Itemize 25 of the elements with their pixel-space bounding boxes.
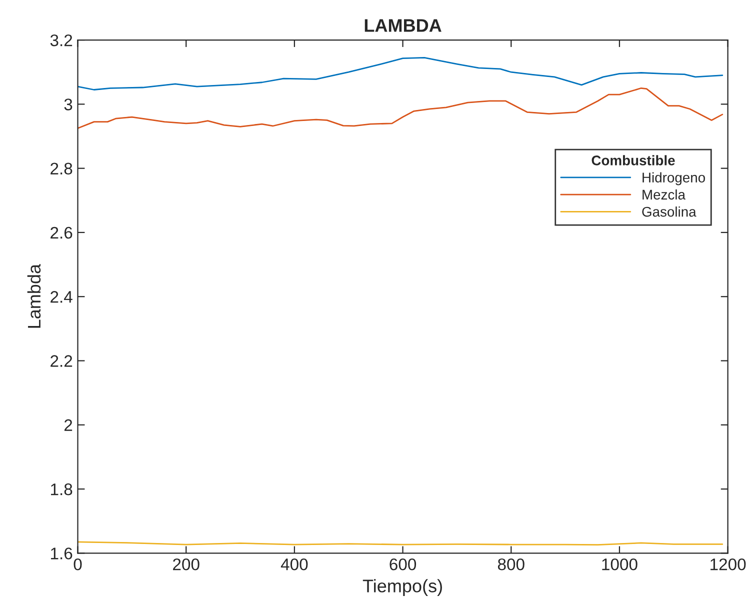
y-tick-label: 1.6	[51, 548, 72, 560]
legend-label: Gasolina	[642, 206, 696, 217]
y-tick-label: 2.8	[50, 162, 72, 175]
y-tick-label: 2.2	[50, 355, 72, 367]
y-tick-label: 2	[64, 419, 72, 431]
y-tick-label: 2.4	[50, 291, 72, 303]
legend-title: Combustible	[592, 155, 675, 166]
x-tick-label: 800	[498, 558, 524, 570]
line-series	[78, 56, 724, 90]
x-tick-label: 600	[390, 558, 416, 570]
x-tick-label: 0	[74, 558, 82, 570]
x-tick-label: 1200	[710, 558, 746, 570]
y-axis-title: Lambda	[27, 264, 41, 328]
y-tick-label: 2.6	[50, 226, 72, 239]
x-tick-label: 200	[173, 558, 200, 570]
x-axis-title: Tiempo(s)	[362, 579, 442, 596]
y-tick-label: 1.8	[51, 483, 72, 496]
line-series	[78, 87, 724, 129]
legend-label: Hidrogeno	[642, 172, 705, 186]
x-tick-label: 1000	[602, 558, 638, 570]
legend-label: Mezcla	[642, 189, 686, 200]
x-tick-label: 400	[280, 558, 308, 570]
y-tick-label: 3.2	[50, 34, 72, 46]
chart-title: LAMBDA	[364, 19, 442, 32]
y-tick-label: 3	[64, 98, 72, 110]
